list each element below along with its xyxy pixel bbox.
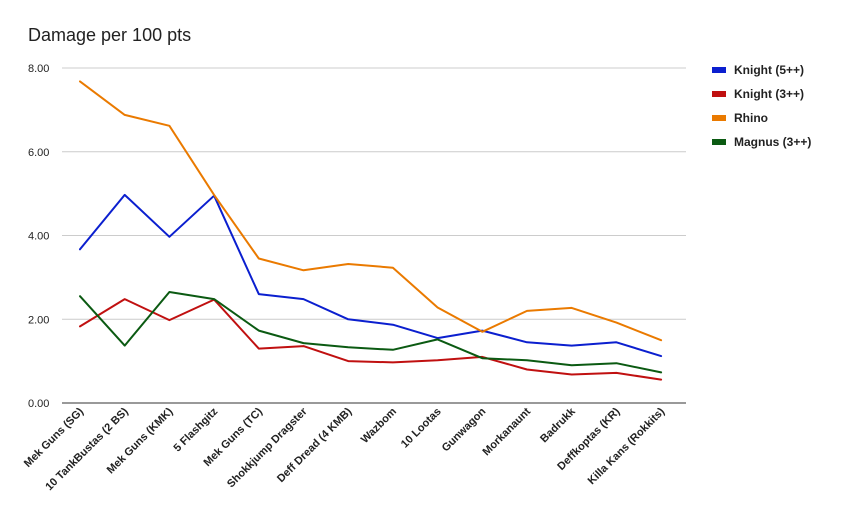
x-tick-label: Killa Kans (Rokkits) (586, 405, 668, 487)
legend-swatch-3 (712, 139, 726, 145)
y-axis-ticks: 0.00 2.00 4.00 6.00 8.00 (28, 63, 49, 410)
chart-title: Damage per 100 pts (28, 25, 191, 45)
x-tick-label: 5 Flashgitz (172, 405, 221, 454)
x-tick-label: 10 TankBustas (2 BS) (43, 405, 131, 493)
legend-label-3: Magnus (3++) (734, 135, 811, 149)
x-tick-label: Badrukk (538, 405, 578, 445)
x-tick-label: Deff Dread (4 KMB) (275, 405, 355, 485)
legend-label-2: Rhino (734, 111, 768, 125)
gridlines (62, 67, 686, 404)
series-line-3 (79, 291, 663, 374)
y-tick-label: 8.00 (28, 63, 49, 75)
legend-label-0: Knight (5++) (734, 63, 804, 77)
legend-swatch-0 (712, 67, 726, 73)
legend-swatch-1 (712, 91, 726, 97)
series-lines (79, 80, 663, 381)
y-tick-label: 0.00 (28, 398, 49, 410)
legend-swatch-2 (712, 115, 726, 121)
legend-label-1: Knight (3++) (734, 87, 804, 101)
x-axis-ticks: Mek Guns (SG)10 TankBustas (2 BS)Mek Gun… (22, 405, 668, 493)
x-tick-label: Morkanaunt (481, 405, 534, 458)
series-line-0 (79, 193, 663, 358)
x-tick-label: Gunwagon (440, 405, 489, 454)
series-line-2 (79, 80, 663, 342)
y-tick-label: 6.00 (28, 147, 49, 159)
y-tick-label: 2.00 (28, 314, 49, 326)
series-line-1 (79, 298, 663, 381)
x-tick-label: Wazbom (359, 405, 399, 445)
legend: Knight (5++) Knight (3++) Rhino Magnus (3++… (712, 63, 811, 149)
x-tick-label: 10 Lootas (399, 406, 444, 451)
y-tick-label: 4.00 (28, 231, 49, 243)
x-tick-label: Shokkjump Dragster (225, 405, 310, 490)
